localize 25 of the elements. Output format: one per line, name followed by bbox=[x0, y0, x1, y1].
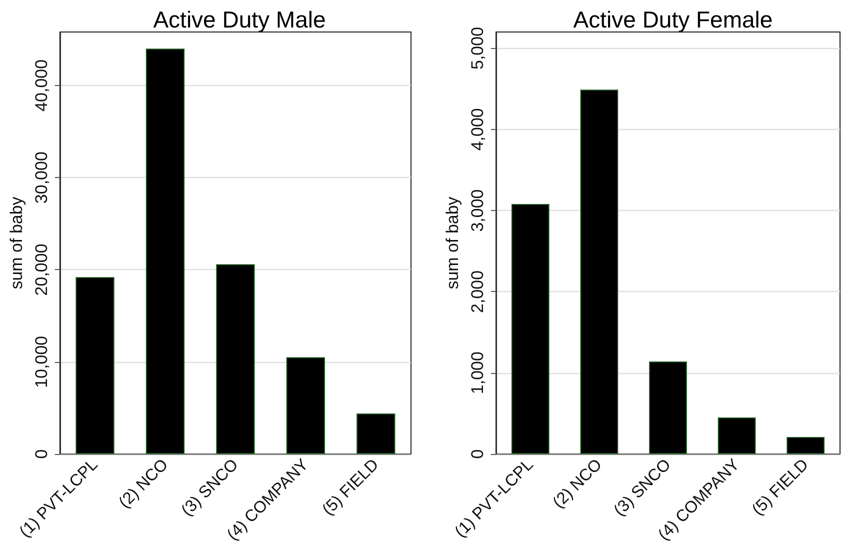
y-tick-label: 4,000 bbox=[468, 108, 487, 151]
y-tick-label: 5,000 bbox=[468, 26, 487, 70]
chart-title: Active Duty Male bbox=[153, 6, 326, 32]
y-tick-label: 20,000 bbox=[32, 244, 51, 296]
chart-title: Active Duty Female bbox=[573, 6, 773, 32]
y-tick-label: 40,000 bbox=[32, 59, 51, 112]
y-axis-title: sum of baby bbox=[7, 196, 26, 290]
y-tick-label: 10,000 bbox=[32, 336, 51, 388]
y-tick-label: 3,000 bbox=[468, 189, 487, 232]
y-tick-label: 0 bbox=[32, 449, 51, 459]
bar bbox=[76, 277, 114, 454]
y-tick-label: 1,000 bbox=[468, 352, 487, 394]
bar bbox=[356, 413, 396, 454]
bar bbox=[718, 417, 756, 454]
bar bbox=[786, 436, 825, 454]
y-tick-label: 30,000 bbox=[32, 152, 51, 204]
bar bbox=[216, 264, 255, 454]
bar bbox=[649, 361, 687, 454]
y-tick-label: 2,000 bbox=[468, 270, 487, 313]
y-tick-label: 0 bbox=[468, 449, 487, 459]
y-axis-title: sum of baby bbox=[443, 196, 462, 290]
bar bbox=[286, 357, 325, 454]
bar bbox=[511, 204, 550, 454]
bar bbox=[580, 90, 618, 454]
bar bbox=[146, 48, 185, 454]
